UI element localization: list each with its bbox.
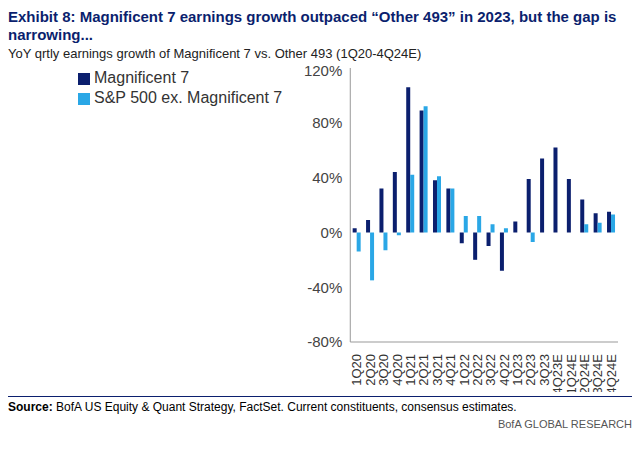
svg-text:4Q22: 4Q22 — [496, 354, 512, 386]
svg-text:2Q20: 2Q20 — [362, 354, 378, 386]
html-text:Magnificent 7: Magnificent 7 — [94, 69, 190, 86]
html-text:Exhibit 8: Magnificent 7 earni: Exhibit 8: Magnificent 7 earnings growth… — [8, 8, 617, 43]
svg-text:2Q21: 2Q21 — [416, 354, 432, 386]
html-text:BofA GLOBAL RESEARCH: BofA GLOBAL RESEARCH — [497, 418, 632, 430]
svg-text:1Q20: 1Q20 — [349, 354, 365, 386]
html-text:Source: BofA US Equity & Quant: Source: BofA US Equity & Quant Strategy,… — [8, 400, 517, 414]
svg-text:40%: 40% — [312, 169, 342, 186]
svg-text:4Q20: 4Q20 — [389, 354, 405, 386]
svg-text:1Q23: 1Q23 — [510, 354, 526, 386]
html-text:YoY qrtly earnings growth of M: YoY qrtly earnings growth of Magnificent… — [8, 46, 422, 61]
svg-text:4Q21: 4Q21 — [443, 354, 459, 386]
svg-text:4Q24E: 4Q24E — [604, 354, 619, 392]
svg-text:-80%: -80% — [307, 333, 342, 350]
svg-text:120%: 120% — [304, 62, 342, 79]
svg-text:2Q22: 2Q22 — [469, 354, 485, 386]
svg-text:3Q20: 3Q20 — [376, 354, 392, 386]
svg-text:2Q23: 2Q23 — [523, 354, 539, 386]
svg-text:3Q21: 3Q21 — [429, 354, 445, 386]
svg-text:80%: 80% — [312, 114, 342, 131]
svg-text:3Q23: 3Q23 — [536, 354, 552, 386]
svg-text:1Q22: 1Q22 — [456, 354, 472, 386]
svg-text:-40%: -40% — [307, 279, 342, 296]
html-text:S&P 500 ex. Magnificent 7: S&P 500 ex. Magnificent 7 — [94, 89, 283, 106]
svg-text:1Q21: 1Q21 — [403, 354, 418, 386]
svg-text:3Q22: 3Q22 — [483, 354, 499, 386]
svg-text:0%: 0% — [321, 224, 343, 241]
